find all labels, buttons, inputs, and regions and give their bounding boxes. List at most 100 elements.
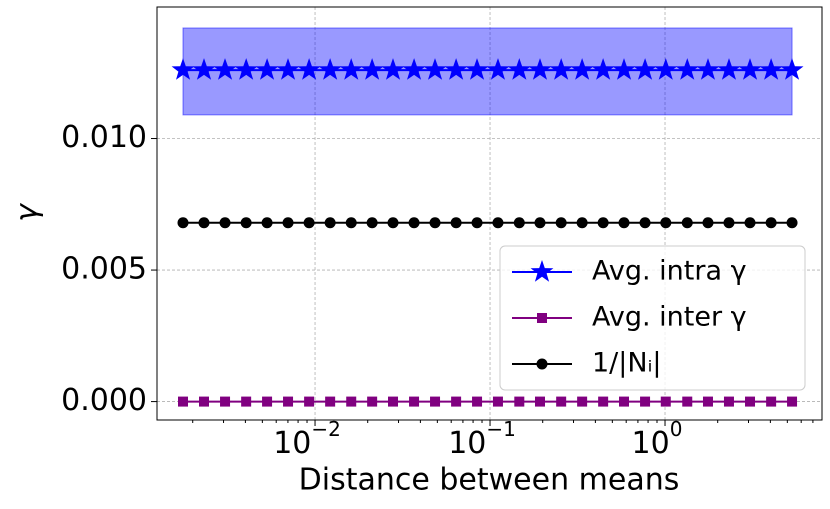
marker-circle: [198, 217, 210, 229]
x-tick-base: 10: [273, 426, 311, 461]
y-tick-label: 0.010: [61, 120, 147, 155]
marker-circle: [744, 217, 756, 229]
marker-square: [745, 396, 756, 407]
marker-star: [171, 58, 195, 80]
marker-circle: [240, 217, 252, 229]
marker-square: [241, 396, 252, 407]
legend-box: [499, 245, 806, 391]
marker-star: [465, 58, 489, 80]
marker-circle: [639, 217, 651, 229]
marker-star: [486, 58, 510, 80]
marker-square: [619, 396, 630, 407]
marker-star: [402, 58, 426, 80]
marker-square: [492, 396, 503, 407]
marker-circle: [597, 217, 609, 229]
marker-circle: [261, 217, 273, 229]
plot-frame: [156, 6, 823, 421]
marker-circle: [681, 217, 693, 229]
marker-square: [388, 396, 399, 407]
marker-square: [325, 396, 336, 407]
marker-circle: [450, 217, 462, 229]
marker-circle: [702, 217, 714, 229]
marker-star: [297, 58, 321, 80]
marker-square: [178, 396, 189, 407]
marker-square: [702, 396, 713, 407]
marker-square: [472, 396, 483, 407]
marker-circle: [765, 217, 777, 229]
marker-circle: [534, 217, 546, 229]
marker-star: [360, 58, 384, 80]
marker-square: [304, 396, 315, 407]
marker-star: [675, 58, 699, 80]
marker-star: [213, 58, 237, 80]
error-band: [182, 27, 793, 116]
marker-star: [549, 58, 573, 80]
marker-star: [780, 58, 804, 80]
marker-circle: [429, 217, 441, 229]
marker-square: [556, 396, 567, 407]
legend-label: Avg. intra γ: [592, 256, 747, 287]
marker-circle: [282, 217, 294, 229]
marker-star: [528, 58, 552, 80]
marker-square: [766, 396, 777, 407]
marker-square: [514, 396, 525, 407]
marker-circle: [303, 217, 315, 229]
marker-star: [591, 58, 615, 80]
marker-square: [367, 396, 378, 407]
marker-square: [409, 396, 420, 407]
marker-square: [598, 396, 609, 407]
marker-circle: [177, 217, 189, 229]
marker-circle: [324, 217, 336, 229]
marker-square: [346, 396, 357, 407]
x-axis-label: Distance between means: [299, 463, 680, 498]
marker-circle: [345, 217, 357, 229]
legend-label: Avg. inter γ: [592, 302, 747, 333]
marker-star: [234, 58, 258, 80]
x-tick-base: 10: [632, 426, 670, 461]
marker-square: [430, 396, 441, 407]
marker-circle: [555, 217, 567, 229]
y-tick-label: 0.000: [61, 383, 147, 418]
marker-star: [759, 58, 783, 80]
marker-square: [682, 396, 693, 407]
marker-square: [577, 396, 588, 407]
marker-star: [192, 58, 216, 80]
marker-circle: [492, 217, 504, 229]
marker-star: [507, 58, 531, 80]
marker-star: [339, 58, 363, 80]
x-tick-base: 10: [448, 426, 486, 461]
marker-circle: [513, 217, 525, 229]
x-tick-label: 100: [632, 417, 683, 461]
legend-label: 1/|Nᵢ|: [592, 348, 662, 379]
marker-star: [738, 58, 762, 80]
marker-star: [717, 58, 741, 80]
marker-star: [696, 58, 720, 80]
x-tick-label: 10−2: [273, 417, 341, 461]
marker-square: [283, 396, 294, 407]
marker-star: [255, 58, 279, 80]
y-axis-label: γ: [10, 202, 45, 222]
marker-star: [612, 58, 636, 80]
marker-square: [660, 396, 671, 407]
marker-circle: [660, 217, 672, 229]
marker-circle: [408, 217, 420, 229]
marker-star: [381, 58, 405, 80]
x-tick-label: 10−1: [448, 417, 516, 461]
y-tick-label: 0.005: [61, 252, 147, 287]
marker-circle: [786, 217, 798, 229]
marker-circle: [219, 217, 231, 229]
marker-square: [640, 396, 651, 407]
marker-square: [787, 396, 798, 407]
marker-circle: [576, 217, 588, 229]
marker-star: [633, 58, 657, 80]
marker-square: [262, 396, 273, 407]
marker-star: [318, 58, 342, 80]
marker-square: [537, 313, 547, 323]
marker-star: [276, 58, 300, 80]
marker-square: [534, 396, 545, 407]
marker-circle: [618, 217, 630, 229]
marker-star: [654, 58, 678, 80]
marker-star: [444, 58, 468, 80]
marker-circle: [366, 217, 378, 229]
